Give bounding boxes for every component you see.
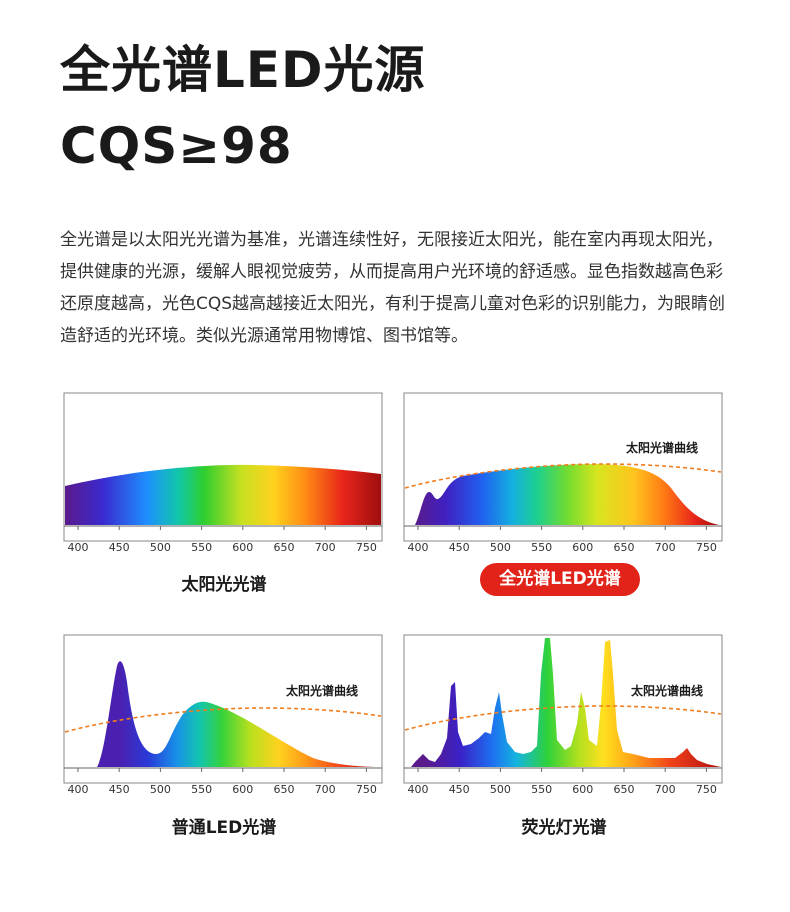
full-spectrum-led-chart: 太阳光谱曲线 400 450 500 550 600 650 700 750 <box>403 392 725 557</box>
x-axis-ticks: 400 450 500 550 600 650 700 750 <box>408 768 717 796</box>
x-tick-label: 500 <box>150 783 171 796</box>
x-tick-label: 400 <box>68 541 89 554</box>
x-tick-label: 450 <box>109 541 130 554</box>
x-tick-label: 500 <box>490 541 511 554</box>
x-tick-label: 550 <box>531 541 552 554</box>
x-tick-label: 650 <box>614 783 635 796</box>
x-axis-ticks: 400 450 500 550 600 650 700 750 <box>408 526 717 554</box>
sunlight-spectrum-area <box>65 464 381 525</box>
x-tick-label: 600 <box>572 783 593 796</box>
page-title: 全光谱LED光源 <box>60 41 426 99</box>
x-axis-ticks: 400 450 500 550 600 650 700 750 <box>68 768 377 796</box>
x-tick-label: 550 <box>191 783 212 796</box>
x-tick-label: 450 <box>449 783 470 796</box>
fluorescent-chart: 太阳光谱曲线 400 450 500 550 600 650 700 750 <box>403 634 725 799</box>
sun-curve-line <box>404 463 722 489</box>
x-tick-label: 450 <box>449 541 470 554</box>
x-axis-ticks: 400 450 500 550 600 650 700 750 <box>68 526 377 554</box>
x-tick-label: 700 <box>315 541 336 554</box>
sun-curve-line <box>64 707 382 733</box>
description-paragraph: 全光谱是以太阳光光谱为基准，光谱连续性好，无限接近太阳光，能在室内再现太阳光，提… <box>60 230 726 346</box>
x-tick-label: 650 <box>274 783 295 796</box>
x-tick-label: 500 <box>150 541 171 554</box>
cqs-heading: CQS≥98 <box>60 117 293 175</box>
x-tick-label: 600 <box>232 783 253 796</box>
x-tick-label: 400 <box>408 541 429 554</box>
sun-curve-label: 太阳光谱曲线 <box>626 440 698 455</box>
x-tick-label: 750 <box>356 541 377 554</box>
x-tick-label: 400 <box>408 783 429 796</box>
sunlight-spectrum-chart: 400 450 500 550 600 650 700 750 <box>63 392 385 557</box>
x-tick-label: 450 <box>109 783 130 796</box>
caption-sunlight: 太阳光光谱 <box>181 575 267 595</box>
x-tick-label: 700 <box>315 783 336 796</box>
sun-curve-label: 太阳光谱曲线 <box>286 683 358 698</box>
x-tick-label: 700 <box>655 783 676 796</box>
x-tick-label: 550 <box>531 783 552 796</box>
x-tick-label: 750 <box>696 541 717 554</box>
fluorescent-area <box>411 638 721 767</box>
caption-ordinary-led: 普通LED光谱 <box>171 818 277 838</box>
x-tick-label: 650 <box>614 541 635 554</box>
x-tick-label: 750 <box>696 783 717 796</box>
x-tick-label: 700 <box>655 541 676 554</box>
x-tick-label: 650 <box>274 541 295 554</box>
ordinary-led-chart: 太阳光谱曲线 400 450 500 550 600 650 700 750 <box>63 634 385 799</box>
x-tick-label: 750 <box>356 783 377 796</box>
full-spectrum-area <box>415 464 719 525</box>
caption-full-spectrum-led-badge: 全光谱LED光谱 <box>480 563 640 596</box>
x-tick-label: 600 <box>232 541 253 554</box>
sun-curve-label: 太阳光谱曲线 <box>631 683 703 698</box>
ordinary-led-area <box>97 661 381 767</box>
x-tick-label: 400 <box>68 783 89 796</box>
sun-curve-line <box>404 705 722 731</box>
x-tick-label: 500 <box>490 783 511 796</box>
caption-fluorescent: 荧光灯光谱 <box>521 818 607 838</box>
x-tick-label: 600 <box>572 541 593 554</box>
x-tick-label: 550 <box>191 541 212 554</box>
